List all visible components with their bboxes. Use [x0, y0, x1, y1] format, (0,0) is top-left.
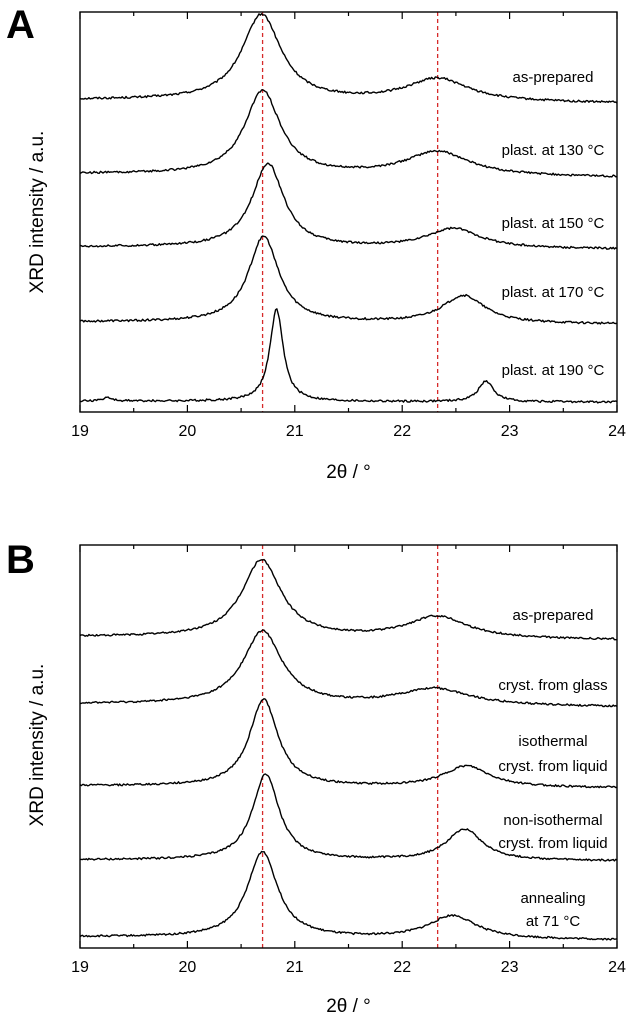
- y-axis-title: XRD intensity / a.u.: [27, 131, 48, 294]
- x-tick-label: 21: [286, 423, 304, 440]
- x-tick-label: 23: [501, 423, 519, 440]
- x-tick-label: 23: [501, 959, 519, 976]
- trace-label-3: isothermal cryst. from liquid: [498, 733, 607, 775]
- trace-4: [80, 773, 618, 862]
- trace-label-3: plast. at 150 °C: [502, 215, 605, 232]
- panel-letter: A: [6, 3, 35, 47]
- x-tick-label: 20: [179, 423, 197, 440]
- trace-2: [79, 89, 618, 178]
- trace-label-1: as-prepared: [513, 607, 594, 624]
- trace-3: [79, 162, 618, 250]
- trace-label-4: plast. at 170 °C: [502, 284, 605, 301]
- y-axis-title: XRD intensity / a.u.: [27, 664, 48, 827]
- trace-2: [79, 629, 618, 708]
- x-tick-label: 20: [179, 959, 197, 976]
- trace-label-1: as-prepared: [513, 69, 594, 86]
- trace-3: [79, 698, 618, 789]
- x-tick-label: 19: [71, 423, 89, 440]
- x-tick-label: 22: [393, 959, 411, 976]
- panel-b: Bas-prepared cryst. from glass isothermal c…: [6, 538, 626, 1017]
- x-tick-label: 24: [608, 959, 626, 976]
- trace-label-5: plast. at 190 °C: [502, 362, 605, 379]
- trace-5: [79, 308, 618, 404]
- x-axis-title: 2θ / °: [326, 462, 371, 483]
- panel-a: Aas-prepared plast. at 130 °C plast. at 15…: [6, 3, 626, 483]
- x-tick-label: 19: [71, 959, 89, 976]
- trace-label-2: cryst. from glass: [498, 677, 607, 694]
- trace-1: [79, 13, 618, 104]
- x-tick-label: 21: [286, 959, 304, 976]
- x-tick-label: 22: [393, 423, 411, 440]
- trace-1: [79, 558, 617, 641]
- trace-label-5: annealing at 71 °C: [520, 890, 585, 930]
- trace-4: [79, 235, 618, 325]
- panel-letter: B: [6, 538, 35, 582]
- trace-label-2: plast. at 130 °C: [502, 142, 605, 159]
- trace-label-4: non-isothermal cryst. from liquid: [498, 812, 607, 852]
- trace-5: [79, 850, 618, 941]
- x-axis-title: 2θ / °: [326, 996, 371, 1017]
- x-tick-label: 24: [608, 423, 626, 440]
